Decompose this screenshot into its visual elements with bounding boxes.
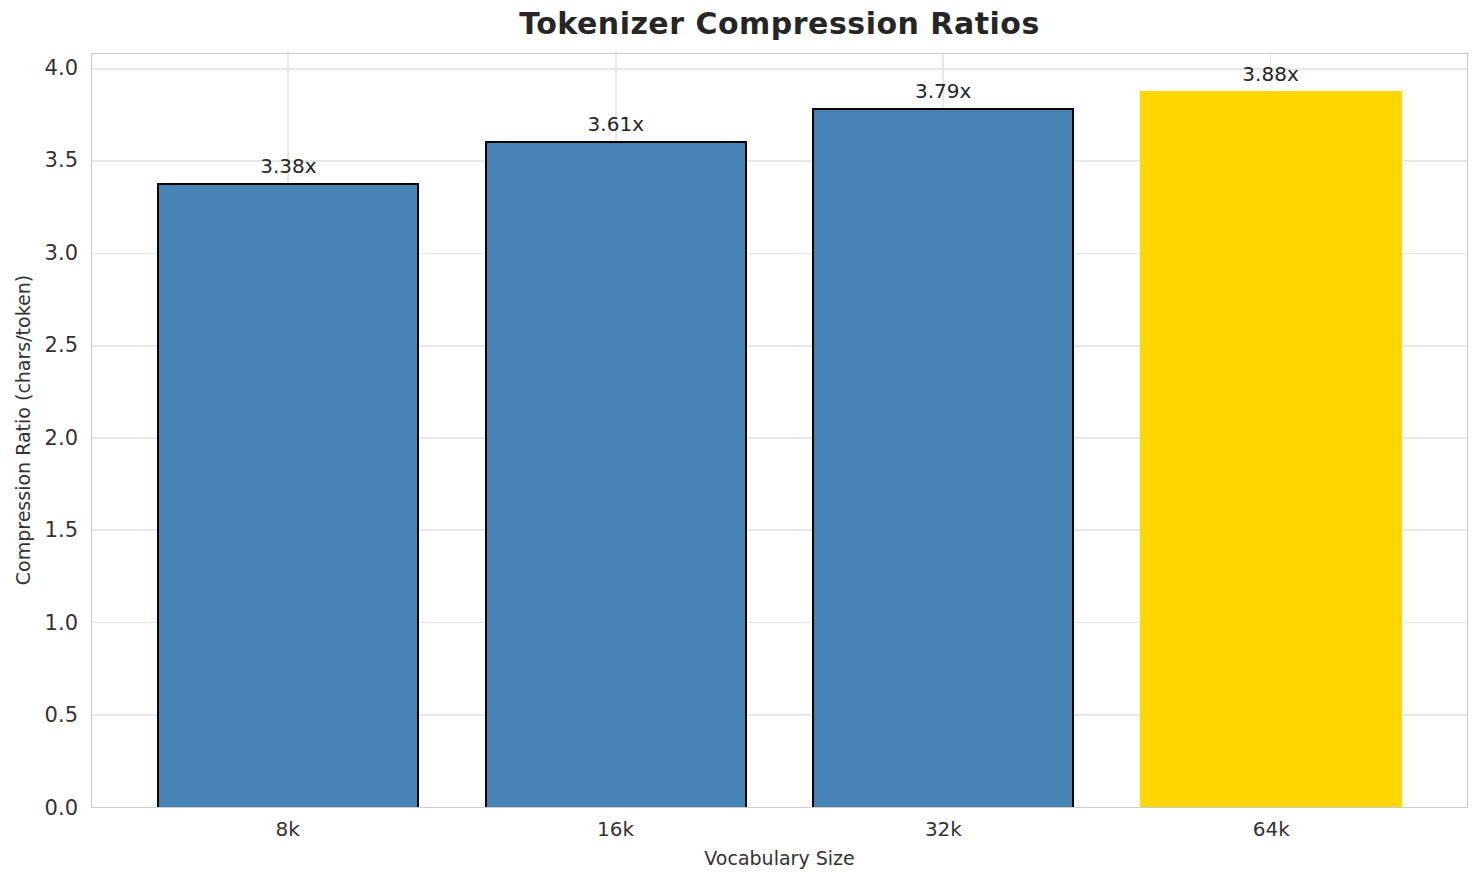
bar <box>485 141 747 807</box>
y-tick-label: 4.0 <box>45 55 78 81</box>
bar-value-label: 3.61x <box>485 112 747 136</box>
x-axis-ticks: 8k 16k 32k 64k <box>91 815 1468 843</box>
plot-area: 3.38x 3.61x 3.79x 3.88x <box>91 53 1468 808</box>
y-tick-label: 2.5 <box>45 332 78 358</box>
bar-value-label: 3.79x <box>812 79 1074 103</box>
x-tick-label: 64k <box>1134 815 1409 843</box>
y-axis-ticks: 0.00.51.01.52.02.53.03.54.0 <box>0 53 78 808</box>
x-axis-label: Vocabulary Size <box>91 847 1468 869</box>
bar <box>812 108 1074 807</box>
y-tick-label: 0.5 <box>45 702 78 728</box>
y-tick-label: 0.0 <box>45 795 78 821</box>
chart: Tokenizer Compression Ratios Compression… <box>0 0 1484 885</box>
y-tick-label: 1.0 <box>45 610 78 636</box>
x-tick-label: 8k <box>150 815 425 843</box>
y-tick-label: 3.5 <box>45 147 78 173</box>
y-tick-label: 2.0 <box>45 425 78 451</box>
bar <box>1140 91 1402 807</box>
x-tick-label: 32k <box>806 815 1081 843</box>
bar-value-label: 3.88x <box>1140 62 1402 86</box>
y-tick-label: 3.0 <box>45 240 78 266</box>
chart-title: Tokenizer Compression Ratios <box>91 6 1468 41</box>
x-tick-label: 16k <box>478 815 753 843</box>
y-tick-label: 1.5 <box>45 517 78 543</box>
bar <box>157 183 419 807</box>
bar-value-label: 3.38x <box>157 154 419 178</box>
